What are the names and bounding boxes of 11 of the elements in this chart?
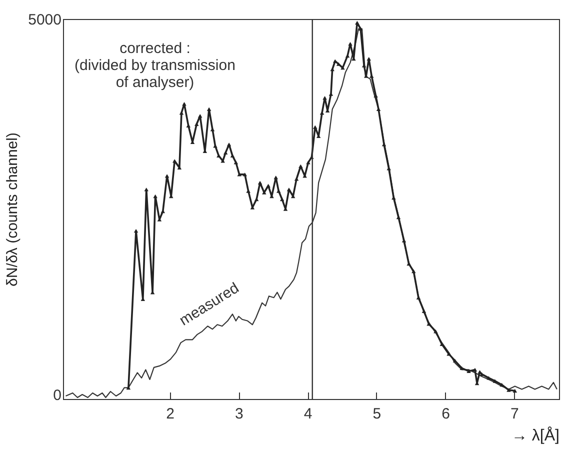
x-tick-label: 6	[442, 406, 450, 422]
x-axis-title: → λ[Å]	[511, 426, 560, 444]
x-tick-label: 2	[166, 406, 174, 422]
x-tick-label: 3	[234, 406, 244, 422]
y-tick-label: 5000	[28, 12, 62, 28]
x-tick-label: 4	[304, 406, 312, 422]
y-tick-label: 0	[53, 386, 62, 404]
annotation: corrected : (divided by transmission of analyser)	[74, 40, 236, 91]
x-tick-label: 5	[372, 406, 382, 422]
x-tick-label: 7	[510, 406, 519, 422]
y-axis-title: δN/δλ (counts channel)	[4, 132, 22, 286]
